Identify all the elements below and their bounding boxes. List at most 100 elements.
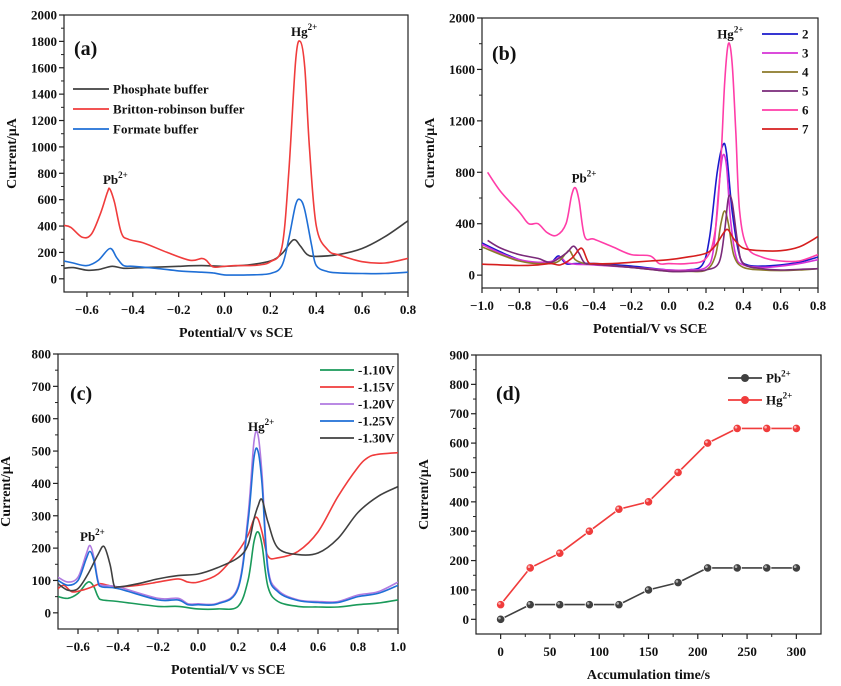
y-tick-label: 800 (450, 377, 470, 392)
series-line--1-20v (58, 430, 398, 606)
y-tick-label: 400 (32, 476, 52, 491)
legend-marker (741, 396, 749, 404)
data-point-highlight (616, 506, 620, 510)
chart-panel-c: 0 100 200 300 400 500 600 700 800 −0.6 −0.4 −0.2 0.0… (0, 347, 406, 679)
series-line-britton-robinson-buffer (64, 40, 408, 269)
y-tick-label: 400 (450, 494, 470, 509)
data-point (614, 504, 624, 514)
y-tick-label: 800 (32, 347, 52, 362)
annotation-label: Hg2+ (248, 417, 274, 434)
x-tick-label: 200 (688, 644, 708, 659)
data-point-highlight (675, 469, 679, 473)
annotation-superscript: 2+ (734, 25, 744, 35)
x-tick-label: 300 (787, 644, 807, 659)
data-point (673, 467, 683, 478)
series-line-5 (487, 194, 818, 273)
legend-label: Britton-robinson buffer (113, 102, 245, 117)
x-tick-label: 0.2 (698, 298, 714, 313)
y-tick-label: 300 (32, 508, 52, 523)
data-point (791, 563, 801, 573)
data-point (525, 563, 535, 573)
annotation-superscript: 2+ (308, 22, 318, 32)
x-tick-label: −0.4 (121, 302, 145, 317)
x-tick-label: 0 (497, 644, 504, 659)
x-tick-label: 0.6 (354, 302, 371, 317)
chart-panel-b: 0 400 800 1200 1600 2000 −1.0 −0.8 −0.6 −0.4 −0.2 0… (423, 11, 827, 338)
annotation-label: Pb2+ (103, 170, 128, 187)
data-point-highlight (498, 616, 501, 620)
x-tick-label: −0.4 (582, 298, 606, 313)
y-tick-label: 500 (450, 465, 470, 480)
plot-frame (481, 17, 819, 289)
x-tick-label: 250 (737, 644, 757, 659)
series-line-7 (482, 228, 818, 267)
data-point (762, 563, 772, 573)
y-tick-label: 700 (450, 406, 470, 421)
series-line-4 (482, 210, 818, 273)
y-tick-label: 1600 (31, 60, 57, 75)
data-point-highlight (734, 425, 738, 429)
x-tick-label: −0.8 (507, 298, 531, 313)
legend-label: 4 (802, 65, 809, 80)
series-line--1-15v (58, 451, 398, 593)
legend-label: 5 (802, 84, 809, 99)
panel-label: (d) (496, 383, 520, 405)
y-tick-label: 100 (32, 573, 52, 588)
y-axis-label: Current/μA (423, 117, 438, 189)
x-tick-label: −0.4 (106, 639, 130, 654)
data-point-highlight (557, 602, 560, 605)
series-line-formate-buffer (64, 198, 408, 276)
legend-marker (741, 374, 749, 382)
x-tick-label: 0.0 (661, 298, 677, 313)
y-tick-label: 400 (38, 219, 58, 234)
data-point (703, 438, 713, 448)
x-tick-label: −1.0 (470, 298, 494, 313)
legend-label: Formate buffer (113, 122, 199, 137)
y-tick-label: 900 (450, 348, 470, 363)
x-tick-label: −0.6 (75, 302, 99, 317)
y-tick-label: 600 (450, 436, 470, 451)
x-tick-label: 0.8 (810, 298, 827, 313)
plot-frame (57, 353, 399, 630)
data-point-highlight (616, 602, 620, 605)
y-tick-label: 0 (45, 605, 52, 620)
y-tick-label: 800 (456, 165, 476, 180)
data-point-highlight (793, 425, 797, 429)
data-point-highlight (646, 587, 649, 591)
x-axis-label: Potential/V vs SCE (179, 326, 293, 341)
series-line-hg (499, 427, 797, 606)
annotation-label: Hg2+ (291, 22, 317, 39)
x-tick-label: 0.4 (308, 302, 325, 317)
series-line--1-25v (58, 447, 398, 607)
y-tick-label: 0 (463, 612, 470, 627)
data-point-highlight (527, 565, 531, 569)
x-tick-label: 0.2 (230, 639, 246, 654)
data-point-highlight (793, 565, 797, 569)
panel-label: (a) (74, 38, 97, 60)
data-point (643, 497, 654, 507)
x-tick-label: 1.0 (390, 639, 406, 654)
x-tick-label: 0.2 (262, 302, 278, 317)
y-tick-label: 600 (32, 411, 52, 426)
x-tick-label: 0.0 (216, 302, 232, 317)
x-tick-label: −0.2 (619, 298, 643, 313)
y-tick-label: 200 (32, 541, 52, 556)
legend-label: -1.30V (358, 431, 395, 446)
legend-label-superscript: 2+ (783, 391, 793, 401)
annotation-label: Hg2+ (717, 25, 743, 42)
annotation-superscript: 2+ (587, 169, 597, 179)
x-tick-label: 0.6 (773, 298, 790, 313)
legend-label: 7 (802, 122, 809, 137)
legend-label: 2 (802, 27, 809, 42)
data-point (496, 614, 506, 624)
y-tick-label: 1800 (31, 34, 57, 49)
x-tick-label: 100 (589, 644, 609, 659)
data-point-highlight (764, 425, 767, 429)
legend-label: -1.25V (358, 414, 395, 429)
data-point (732, 563, 742, 573)
series-line--1-10v (58, 531, 398, 611)
x-tick-label: −0.6 (66, 639, 90, 654)
panel-label: (b) (492, 43, 516, 65)
data-point (525, 600, 535, 610)
